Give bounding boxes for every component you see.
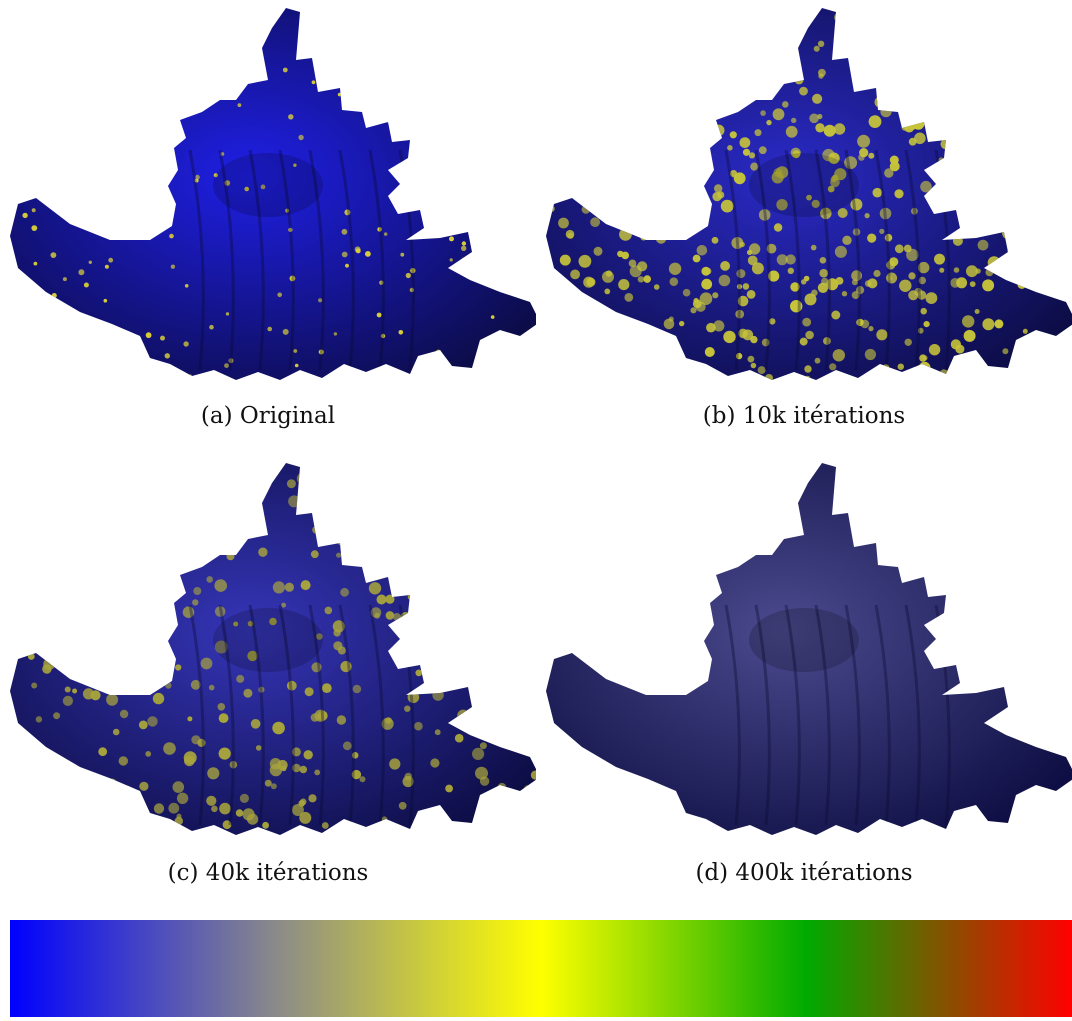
caption-b: (b) 10k itérations	[536, 403, 1072, 429]
shell-render-40k	[0, 455, 536, 855]
colorbar-gradient	[10, 920, 1072, 1017]
colorbar-svg	[10, 920, 1072, 1017]
shell-render-10k	[536, 0, 1072, 400]
colorbar	[10, 920, 1072, 1017]
shell-svg	[536, 0, 1072, 400]
caption-c: (c) 40k itérations	[0, 860, 536, 886]
shell-render-original	[0, 0, 536, 400]
shell-render-400k	[536, 455, 1072, 855]
shell-svg	[536, 455, 1072, 855]
caption-a: (a) Original	[0, 403, 536, 429]
shell-svg	[0, 0, 536, 400]
caption-d: (d) 400k itérations	[536, 860, 1072, 886]
shell-svg	[0, 455, 536, 855]
